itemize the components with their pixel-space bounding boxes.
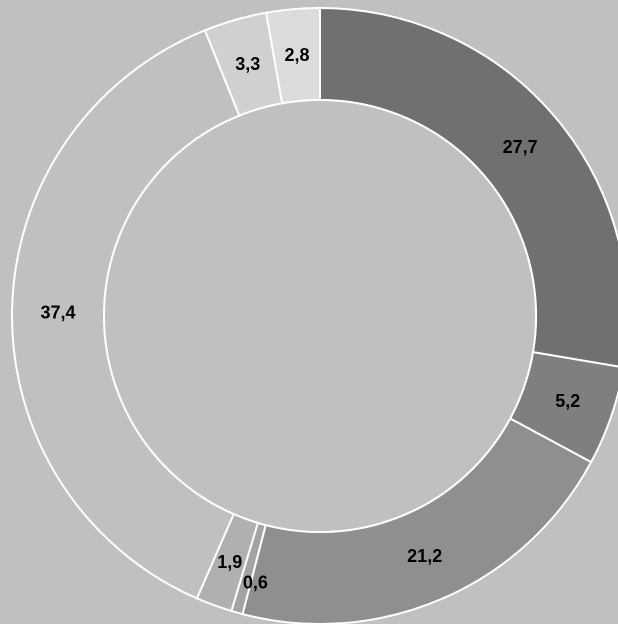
slice-label-3: 0,6 bbox=[243, 572, 268, 592]
slice-label-5: 37,4 bbox=[41, 302, 76, 322]
donut-hole bbox=[103, 99, 537, 533]
slice-label-6: 3,3 bbox=[235, 54, 260, 74]
slice-label-0: 27,7 bbox=[503, 137, 538, 157]
slice-label-7: 2,8 bbox=[284, 45, 309, 65]
labels-layer: 27,7 5,2 21,2 0,61,9 37,4 3,3 2,8 bbox=[41, 45, 581, 592]
slice-label-1: 5,2 bbox=[555, 391, 580, 411]
slice-label-4: 1,9 bbox=[217, 552, 242, 572]
slice-label-2: 21,2 bbox=[407, 546, 442, 566]
